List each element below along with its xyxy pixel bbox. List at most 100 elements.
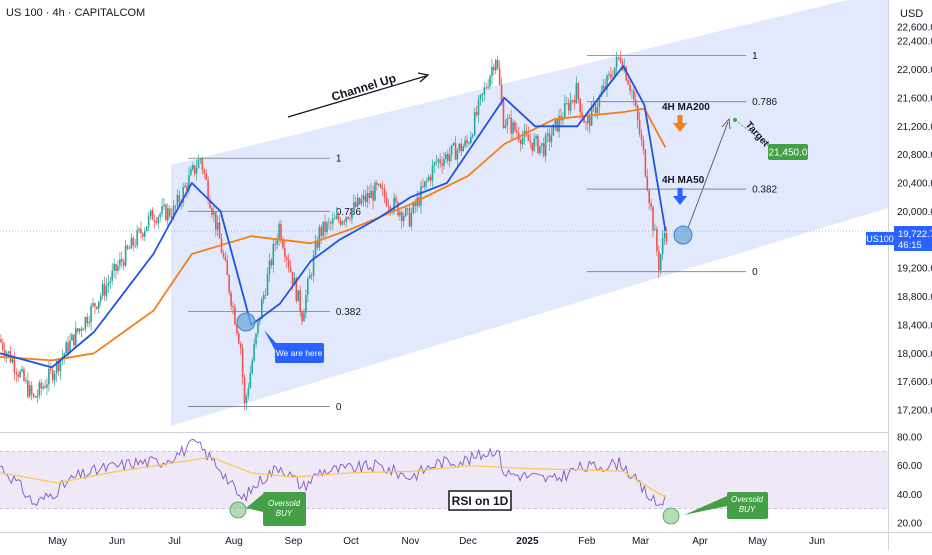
candle-body: [644, 149, 647, 177]
candle-body: [2, 342, 4, 350]
price-tick-label: 20,000.0: [897, 207, 932, 218]
candle-body: [287, 259, 290, 268]
candle-body: [506, 118, 509, 126]
candle-body: [36, 395, 39, 398]
candle-body: [610, 74, 612, 78]
candle-body: [324, 221, 326, 233]
candle-body: [356, 197, 359, 207]
candle-body: [234, 306, 236, 325]
fib-level-label: 0: [752, 267, 758, 278]
candle-body: [124, 245, 127, 266]
candle-body: [435, 161, 438, 163]
candle-body: [372, 190, 374, 201]
candle-body: [236, 324, 238, 334]
candle-body: [15, 372, 18, 375]
candle-body: [422, 186, 424, 188]
candle-body: [299, 290, 301, 312]
price-tick-label: 18,800.0: [897, 292, 932, 303]
candle-body: [199, 158, 202, 160]
time-tick-label: Oct: [343, 536, 359, 547]
candle-body: [42, 386, 44, 389]
fib-level-label: 1: [336, 154, 342, 165]
candle-body: [32, 393, 35, 397]
candle-body: [401, 212, 403, 221]
candle-body: [71, 334, 73, 341]
candle-body: [295, 277, 298, 301]
fib-level-label: 0.786: [336, 207, 361, 218]
rsi-title-box: [448, 490, 512, 511]
candle-body: [381, 187, 384, 189]
candle-body: [573, 100, 576, 104]
candle-body: [502, 100, 505, 128]
candle-body: [604, 85, 606, 90]
time-tick-label: 2025: [516, 536, 539, 547]
candle-body: [272, 244, 275, 266]
candle-body: [374, 182, 376, 201]
candle-body: [598, 96, 601, 108]
candle-body: [262, 294, 265, 300]
target-value-box: [768, 144, 808, 160]
candle-body: [69, 340, 71, 354]
we-are-here-marker: [236, 312, 256, 332]
candle-body: [120, 259, 123, 262]
candle-body: [615, 57, 618, 68]
candle-body: [142, 233, 144, 237]
price-tick-label: 22,000.0: [897, 65, 932, 76]
candle-body: [318, 227, 321, 248]
candle-body: [652, 206, 654, 231]
candle-body: [209, 200, 211, 209]
price-tick-label: 21,200.0: [897, 122, 932, 133]
candle-body: [564, 103, 566, 119]
candle-body: [144, 230, 146, 237]
candle-body: [370, 190, 372, 199]
candle-body: [193, 165, 196, 174]
candle-body: [25, 380, 27, 381]
candle-body: [475, 111, 478, 115]
candle-body: [147, 216, 150, 227]
candle-body: [84, 317, 87, 330]
candle-body: [107, 283, 110, 286]
candle-body: [548, 133, 551, 143]
candle-body: [305, 294, 307, 313]
candle-body: [63, 353, 66, 357]
fib-level-label: 0.382: [336, 307, 361, 318]
candle-body: [529, 141, 532, 143]
time-tick-label: Aug: [225, 536, 243, 547]
candle-body: [174, 205, 177, 207]
candle-body: [439, 159, 441, 164]
candle-body: [207, 179, 209, 201]
candle-body: [552, 124, 555, 136]
candle-body: [88, 322, 90, 324]
candles: [0, 50, 668, 410]
candle-body: [172, 206, 175, 219]
candle-body: [326, 222, 328, 233]
candle-body: [126, 245, 129, 249]
price-tick-label: 18,400.0: [897, 320, 932, 331]
candle-body: [412, 202, 415, 213]
oversold-callout-2: [684, 492, 768, 519]
candle-body: [284, 247, 286, 257]
candle-body: [585, 122, 587, 124]
candle-body: [264, 294, 267, 296]
candle-body: [464, 140, 466, 147]
candle-body: [420, 186, 422, 206]
candle-body: [270, 260, 273, 266]
candle-body: [53, 373, 56, 381]
candle-body: [539, 145, 541, 154]
candle-body: [211, 208, 213, 215]
time-tick-label: Sep: [285, 536, 303, 547]
candle-body: [184, 185, 186, 188]
price-tag-symbol-box: [866, 232, 894, 245]
candle-body: [117, 265, 119, 272]
candle-body: [203, 169, 206, 174]
candle-body: [333, 218, 336, 220]
candle-body: [328, 222, 330, 224]
candle-body: [101, 284, 104, 296]
candle-body: [76, 328, 79, 332]
candle-body: [291, 271, 294, 285]
candle-body: [531, 142, 534, 151]
candle-body: [621, 61, 624, 71]
candle-body: [433, 162, 436, 167]
candle-body: [249, 372, 252, 389]
candle-body: [228, 275, 230, 293]
